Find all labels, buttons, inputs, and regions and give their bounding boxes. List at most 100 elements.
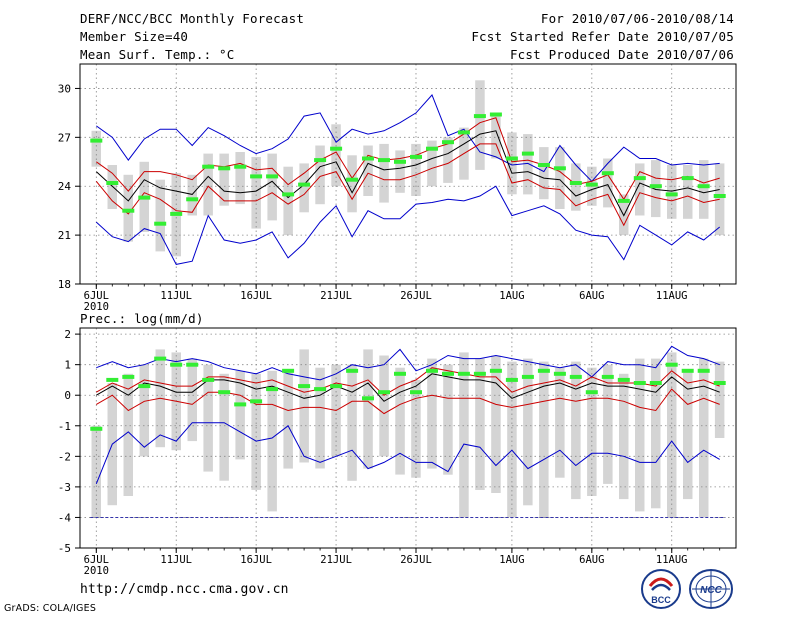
forecast-start-date: Fcst Started Refer Date 2010/07/05 — [471, 29, 734, 44]
prec-range-bar — [651, 358, 661, 509]
temp-observed-marker — [90, 138, 103, 143]
prec-observed-marker — [457, 371, 470, 376]
prec-range-bar — [539, 361, 549, 518]
prec-x-tick-label: 21JUL — [320, 554, 352, 566]
temp-observed-marker — [617, 198, 630, 203]
temp-range-bar — [283, 166, 293, 236]
prec-observed-marker — [665, 362, 678, 367]
temp-range-bar — [235, 152, 245, 205]
prec-upper-line — [96, 367, 720, 396]
temp-range-bar — [91, 130, 101, 167]
prec-observed-marker — [426, 368, 438, 373]
prec-observed-marker — [186, 362, 199, 367]
temp-observed-marker — [362, 156, 374, 161]
source-url[interactable]: http://cmdp.ncc.cma.gov.cn — [80, 582, 289, 597]
temp-observed-marker — [170, 211, 183, 216]
temp-range-bar — [267, 153, 277, 221]
temp-y-tick-label: 27 — [58, 131, 71, 144]
temp-range-bar — [363, 145, 373, 196]
temp-range-bar — [667, 165, 677, 219]
forecast-produced-date: Fcst Produced Date 2010/07/06 — [509, 47, 734, 62]
temp-range-bar — [379, 143, 389, 203]
prec-observed-marker — [521, 374, 534, 379]
temp-observed-marker — [633, 176, 646, 181]
temp-observed-marker — [697, 184, 710, 189]
temp-range-bar — [651, 160, 661, 218]
temp-observed-marker — [569, 181, 582, 185]
prec-observed-marker — [218, 390, 231, 395]
prec-range-bar — [219, 373, 229, 481]
temp-y-tick-label: 18 — [58, 278, 71, 291]
temp-range-bar — [683, 165, 693, 219]
prec-range-bar — [379, 355, 389, 457]
temp-range-bar — [395, 150, 405, 193]
temp-observed-marker — [122, 208, 135, 213]
temp-observed-marker — [601, 171, 614, 176]
temp-range-bar — [123, 174, 133, 242]
temp-y-tick-label: 21 — [58, 229, 71, 242]
prec-observed-marker — [154, 356, 167, 361]
prec-range-bar — [443, 364, 453, 475]
prec-max-line — [96, 345, 720, 381]
prec-observed-marker — [266, 387, 279, 392]
temp-observed-marker — [218, 166, 231, 171]
prec-observed-marker — [250, 399, 263, 404]
prec-observed-marker — [601, 374, 614, 379]
temp-upper-line — [96, 117, 720, 201]
temp-x-tick-label: 16JUL — [240, 290, 272, 302]
ncc-logo-icon: NCC — [689, 569, 733, 609]
prec-range-bar — [507, 361, 517, 518]
prec-observed-marker — [585, 390, 598, 395]
prec-observed-marker — [473, 371, 486, 376]
temp-range-bar — [251, 156, 261, 229]
temp-observed-marker — [346, 177, 359, 182]
temp-range-bar — [699, 160, 709, 219]
temp-observed-marker — [521, 151, 534, 156]
prec-observed-marker — [330, 384, 343, 389]
prec-min-line — [95, 422, 720, 484]
temp-range-bar — [571, 163, 581, 211]
prec-x-tick-label: 6AUG — [579, 554, 604, 566]
temp-observed-marker — [234, 164, 247, 169]
temp-x-tick-label: 11AUG — [656, 290, 688, 302]
temp-observed-marker — [330, 146, 343, 151]
prec-observed-marker — [442, 371, 454, 376]
temp-observed-marker — [681, 176, 694, 181]
temp-range-bar — [555, 147, 565, 209]
prec-range-bar — [267, 370, 277, 512]
prec-observed-marker — [697, 368, 710, 373]
prec-x-tick-label: 11AUG — [656, 554, 688, 566]
prec-range-bar — [699, 358, 709, 518]
prec-observed-marker — [394, 371, 406, 376]
temp-observed-marker — [426, 146, 438, 151]
temp-range-bar — [635, 163, 645, 216]
prec-y-tick-label: -2 — [58, 450, 71, 463]
temp-x-tick-label: 26JUL — [400, 290, 432, 302]
prec-observed-marker — [90, 426, 103, 431]
temp-range-bar — [603, 158, 613, 208]
temp-x-tick-label: 6JUL — [84, 290, 109, 302]
temp-observed-marker — [665, 192, 678, 197]
ncc-logo: NCC — [688, 568, 734, 610]
prec-observed-marker — [170, 362, 183, 367]
temp-range-bar — [475, 80, 485, 170]
variable-label: Mean Surf. Temp.: °C — [80, 47, 235, 62]
temp-range-bar — [411, 143, 421, 196]
prec-range-bar — [714, 361, 725, 438]
temp-observed-marker — [537, 163, 550, 167]
temp-range-bar — [203, 153, 213, 216]
prec-range-bar — [683, 370, 693, 500]
temp-x-tick-label: 11JUL — [160, 290, 192, 302]
prec-observed-marker — [106, 377, 119, 382]
temp-observed-marker — [553, 166, 566, 171]
temp-mean-line — [95, 130, 720, 217]
prec-observed-marker — [314, 387, 327, 392]
prec-range-bar — [203, 364, 213, 472]
temp-observed-marker — [473, 114, 486, 119]
prec-x-tick-label: 1AUG — [499, 554, 524, 566]
prec-year-label: 2010 — [84, 565, 109, 577]
temp-observed-marker — [154, 221, 167, 226]
bcc-logo: BCC — [640, 568, 682, 610]
temp-observed-marker — [266, 174, 279, 179]
